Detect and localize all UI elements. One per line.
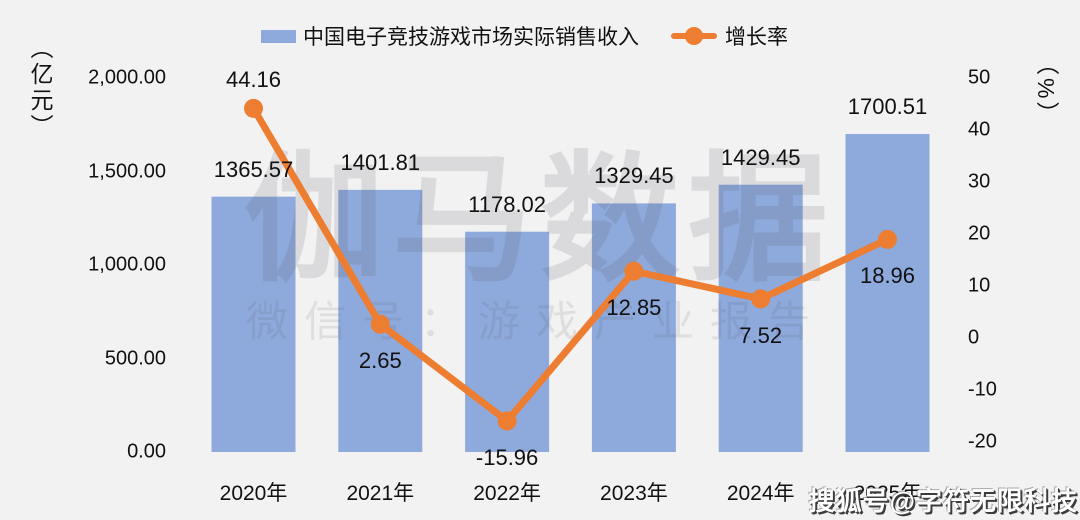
bar bbox=[591, 203, 676, 452]
growth-value-label: 18.96 bbox=[859, 263, 916, 289]
bar-value-label: 1401.81 bbox=[340, 149, 421, 175]
growth-line bbox=[250, 106, 889, 426]
growth-point bbox=[497, 411, 517, 431]
growth-value-label: 44.16 bbox=[225, 67, 282, 93]
bar-value-label: 1700.51 bbox=[847, 94, 928, 119]
bar-value-label: 1429.45 bbox=[720, 144, 801, 170]
x-axis-label: 2022年 bbox=[473, 482, 541, 505]
bar bbox=[718, 184, 803, 452]
y-axis-tick-left: 1,000.00 bbox=[88, 253, 166, 276]
bar bbox=[845, 134, 930, 452]
right-axis-unit-label: （%） bbox=[1033, 52, 1059, 128]
growth-point bbox=[751, 289, 771, 309]
growth-value-label: 12.85 bbox=[606, 295, 662, 321]
growth-value-label: -15.96 bbox=[475, 444, 539, 470]
bar-value-label: 1329.45 bbox=[594, 163, 674, 189]
y-axis-tick-left: 0.00 bbox=[127, 440, 166, 463]
bar-value-label: 1365.57 bbox=[213, 156, 294, 182]
growth-value-label: 2.65 bbox=[358, 348, 402, 374]
line-series-marker-icon bbox=[671, 26, 717, 46]
bar-series-swatch-icon bbox=[261, 29, 296, 43]
x-axis-label: 2024年 bbox=[726, 482, 795, 505]
watermark-gamma-data: 伽马数据 bbox=[244, 141, 837, 298]
x-axis-label: 2021年 bbox=[346, 482, 415, 505]
growth-point bbox=[878, 229, 897, 249]
y-axis-tick-right: 10 bbox=[968, 274, 991, 297]
y-axis-tick-right: -10 bbox=[968, 378, 997, 401]
watermark-wechat-line: 微信号：游戏产业报告 bbox=[246, 298, 827, 345]
y-axis-tick-right: 0 bbox=[968, 326, 980, 349]
legend-item-revenue: 中国电子竞技游戏市场实际销售收入 bbox=[261, 21, 639, 51]
y-axis-tick-right: 50 bbox=[968, 66, 991, 89]
x-axis-label: 2020年 bbox=[219, 482, 288, 505]
legend: 中国电子竞技游戏市场实际销售收入 增长率 bbox=[261, 21, 788, 51]
growth-point bbox=[244, 98, 263, 118]
y-axis-tick-right: 30 bbox=[968, 170, 991, 193]
watermark-sohu: 搜狐号@字符无限科技 bbox=[808, 486, 1078, 516]
growth-point bbox=[624, 261, 644, 281]
growth-value-label: 7.52 bbox=[739, 322, 783, 348]
y-axis-tick-left: 500.00 bbox=[104, 347, 166, 369]
bar bbox=[211, 196, 296, 452]
x-axis-label: 2023年 bbox=[600, 482, 668, 505]
y-axis-tick-left: 2,000.00 bbox=[88, 66, 166, 89]
legend-item-growth: 增长率 bbox=[639, 21, 788, 51]
y-axis-tick-right: -20 bbox=[968, 430, 997, 453]
left-axis-unit-label: （亿元） bbox=[27, 36, 53, 140]
legend-label-growth: 增长率 bbox=[725, 26, 788, 49]
y-axis-tick-right: 20 bbox=[968, 222, 991, 245]
y-axis-tick-right: 40 bbox=[968, 118, 991, 141]
growth-point bbox=[370, 314, 390, 334]
bar-value-label: 1178.02 bbox=[468, 191, 547, 217]
y-axis-tick-left: 1,500.00 bbox=[88, 160, 166, 182]
x-axis-label: 2025年 bbox=[853, 482, 922, 505]
legend-label-revenue: 中国电子竞技游戏市场实际销售收入 bbox=[303, 26, 639, 49]
